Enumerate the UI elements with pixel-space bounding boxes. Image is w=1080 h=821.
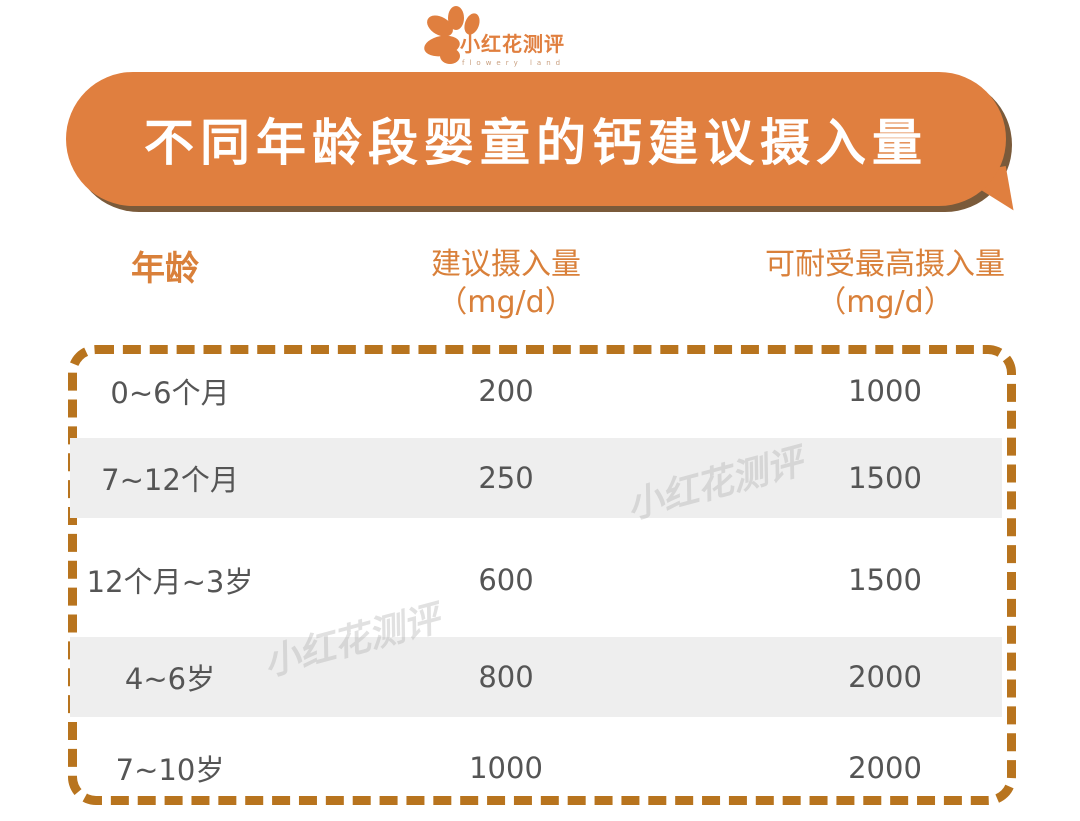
header-recommended-unit: （mg/d）: [437, 285, 575, 320]
cell-max: 2000: [848, 660, 922, 694]
table-row: 7~12个月 250 1500: [70, 438, 1002, 518]
logo-subtitle: flowery land: [462, 59, 566, 67]
cell-age: 7~10岁: [115, 753, 225, 787]
cell-age: 4~6岁: [124, 662, 216, 696]
cell-recommended: 1000: [469, 751, 543, 785]
flower-logo-icon: [424, 6, 480, 64]
cell-recommended: 200: [478, 374, 534, 408]
title-bubble: 不同年龄段婴童的钙建议摄入量: [66, 72, 1006, 206]
header-recommended: 建议摄入量: [431, 247, 581, 282]
header-max: 可耐受最高摄入量: [765, 247, 1005, 282]
cell-max: 1500: [848, 563, 922, 597]
cell-age: 0~6个月: [110, 376, 230, 410]
cell-age: 12个月~3岁: [86, 565, 254, 599]
page-title: 不同年龄段婴童的钙建议摄入量: [144, 114, 928, 172]
table-row: 0~6个月 200 1000: [70, 351, 1002, 431]
header-age: 年龄: [131, 249, 199, 289]
cell-recommended: 250: [478, 461, 534, 495]
table-border: [68, 345, 1016, 805]
cell-max: 1000: [848, 374, 922, 408]
cell-recommended: 600: [478, 563, 534, 597]
logo-text: 小红花测评: [460, 32, 565, 56]
cell-recommended: 800: [478, 660, 534, 694]
cell-age: 7~12个月: [101, 463, 239, 497]
cell-max: 1500: [848, 461, 922, 495]
table-row: 4~6岁 800 2000: [70, 637, 1002, 717]
table-row: 12个月~3岁 600 1500: [70, 540, 1002, 620]
table-row: 7~10岁 1000 2000: [70, 728, 1002, 808]
cell-max: 2000: [848, 751, 922, 785]
header-max-unit: （mg/d）: [816, 285, 954, 320]
